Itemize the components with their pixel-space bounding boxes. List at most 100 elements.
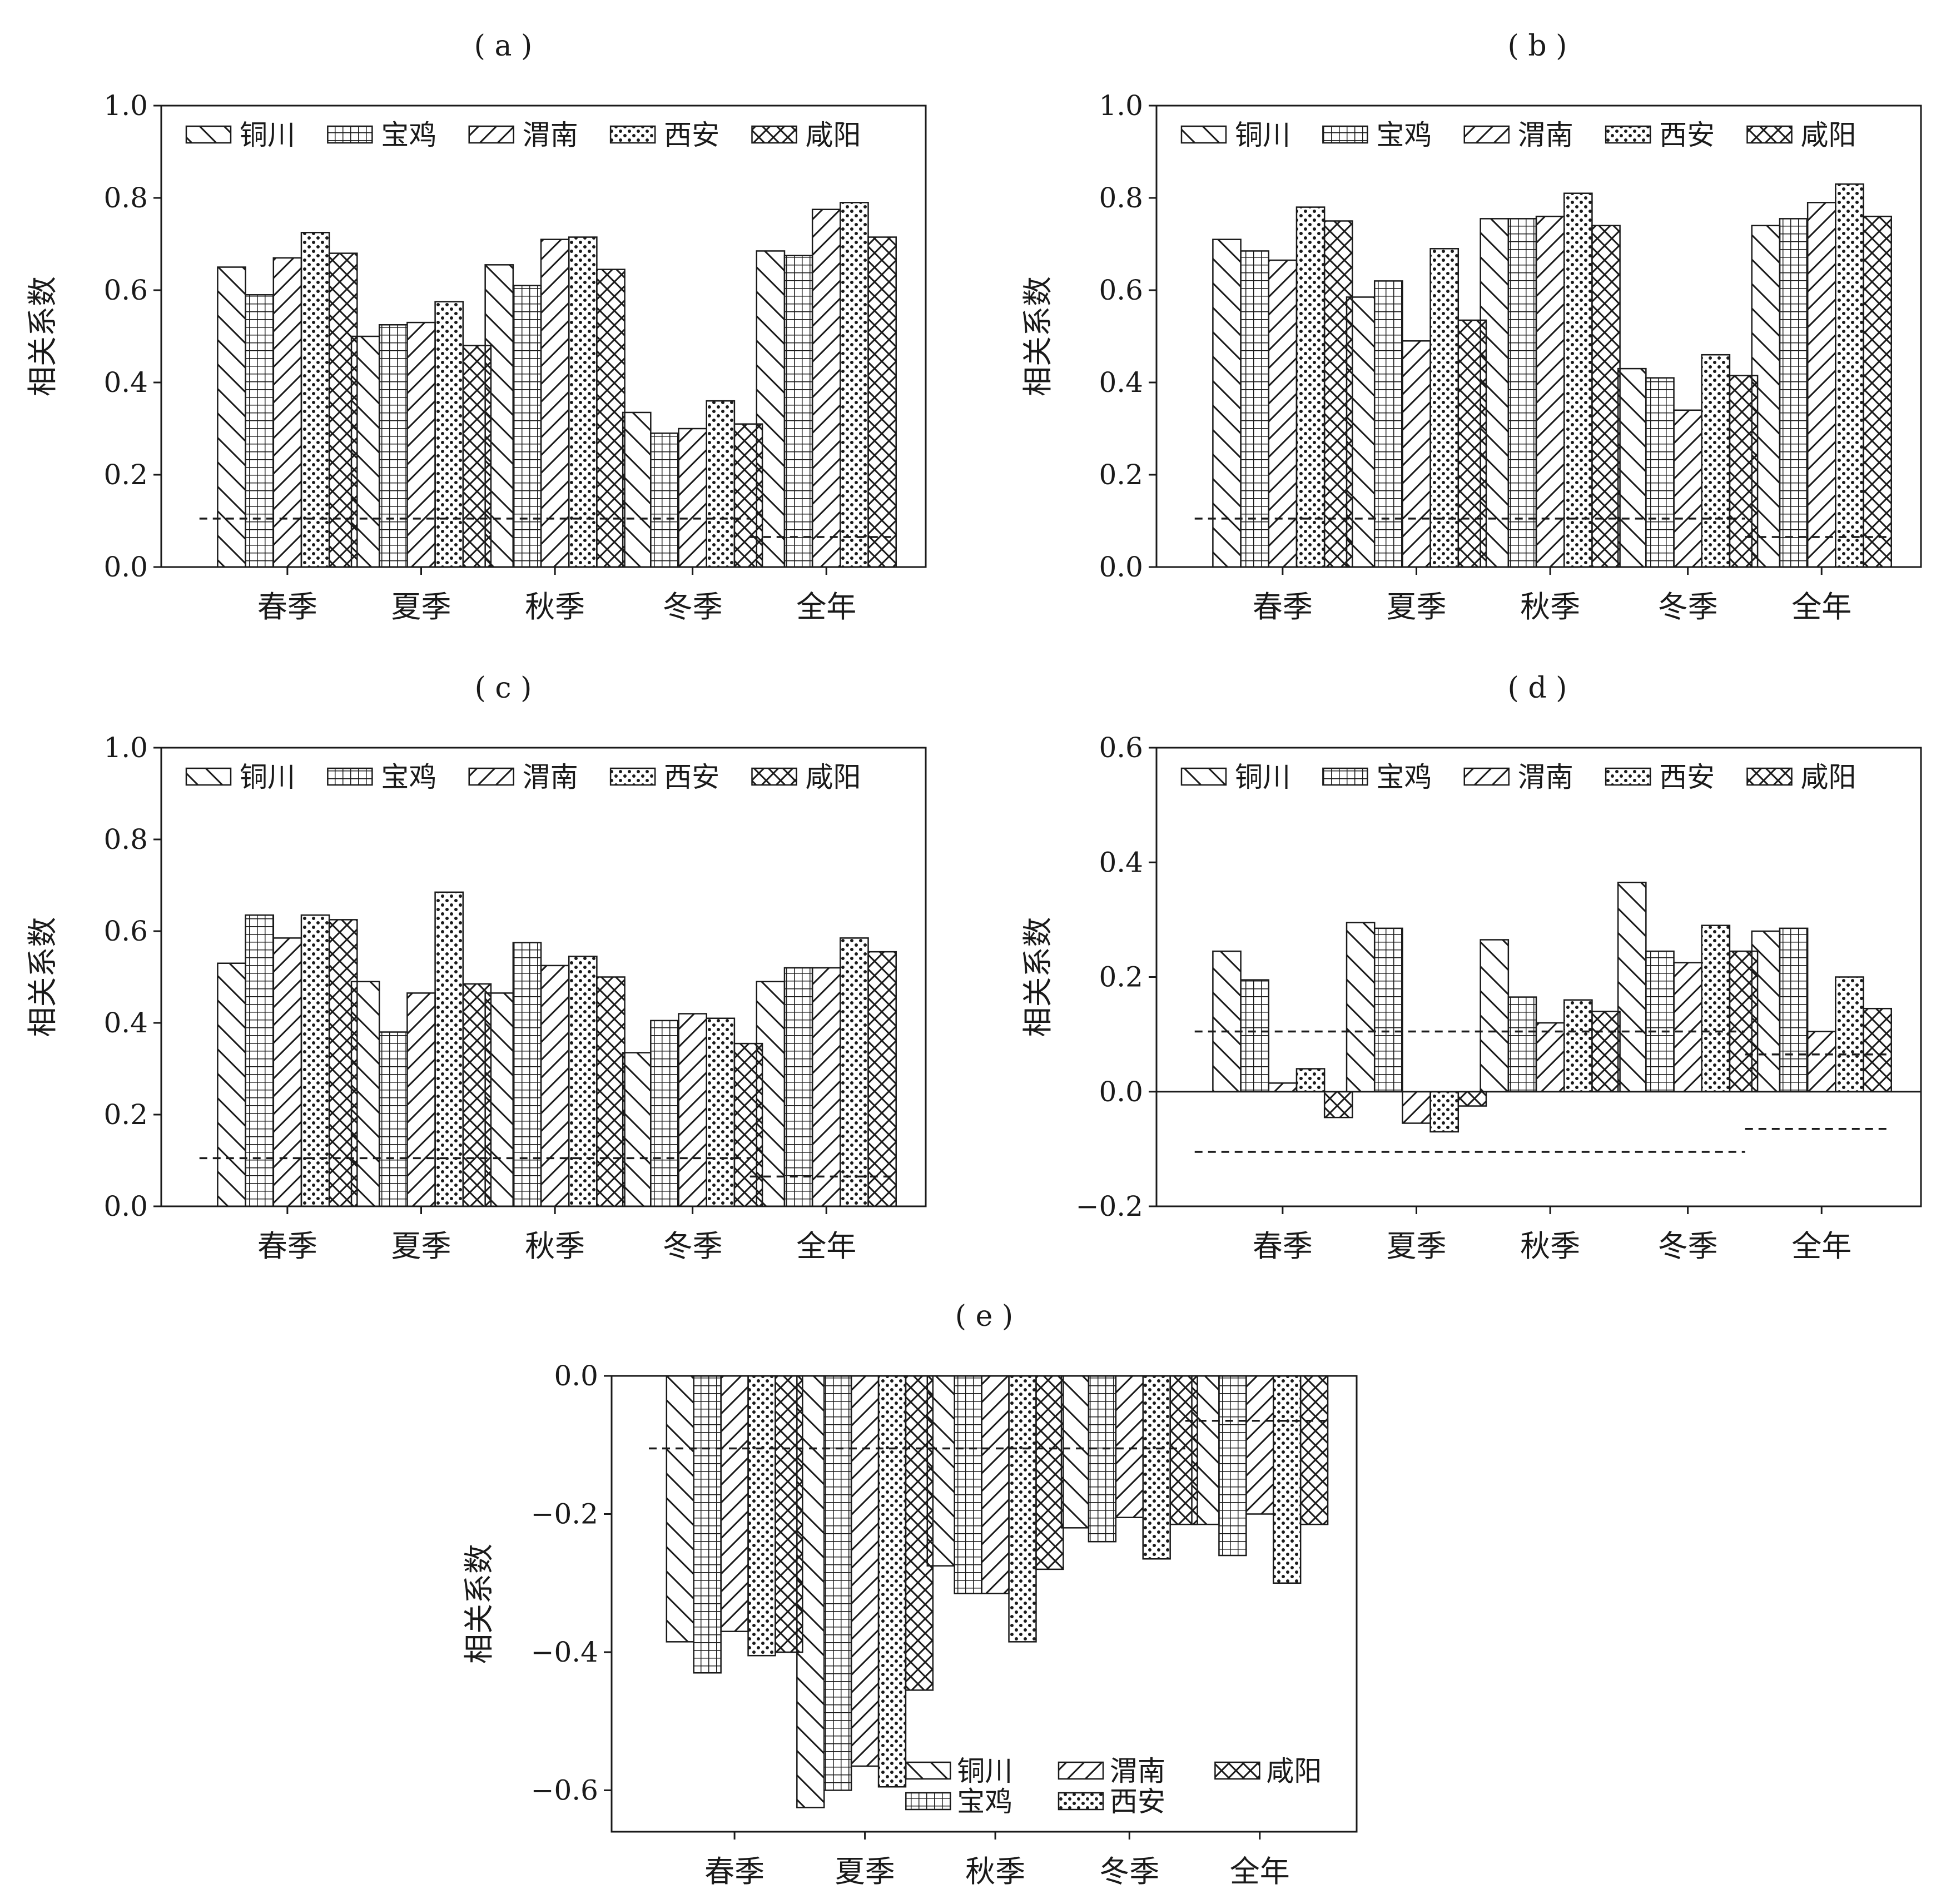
legend-label-xianyang: 咸阳 (1266, 1755, 1322, 1787)
bar-xianyang-a (867, 236, 897, 568)
bar-xianyang-e (1035, 1375, 1064, 1570)
y-tick-label: 0.8 (103, 182, 148, 214)
bar-tongchuan-e (1191, 1375, 1220, 1525)
legend-swatch-xianyang (751, 125, 797, 144)
panel-label: ( c ) (475, 672, 532, 705)
legend-label-tongchuan: 铜川 (957, 1755, 1012, 1787)
bar-baoji-b (1240, 250, 1270, 568)
legend: 铜川宝鸡渭南西安咸阳 (185, 119, 861, 151)
bar-baoji-c (650, 1020, 679, 1207)
bar-baoji-d (1779, 927, 1809, 1092)
bar-weinan-d (1402, 1091, 1431, 1124)
legend-label-tongchuan: 铜川 (240, 119, 295, 151)
bar-xianyang-a (596, 269, 626, 568)
legend: 铜川宝鸡渭南西安咸阳 (1180, 119, 1856, 151)
bar-baoji-d (1645, 950, 1675, 1092)
category-label: 秋季 (525, 589, 585, 624)
legend-swatch-weinan (1463, 125, 1510, 144)
legend-label-baoji: 宝鸡 (381, 119, 436, 151)
bar-tongchuan-e (926, 1375, 955, 1567)
bar-baoji-e (1218, 1375, 1247, 1557)
category-label: 春季 (1253, 1229, 1313, 1264)
bar-baoji-c (512, 942, 542, 1207)
legend-label-weinan: 渭南 (523, 761, 578, 793)
category-label: 秋季 (965, 1854, 1025, 1889)
bar-tongchuan-b (1346, 296, 1376, 568)
bar-xian-d (1835, 976, 1864, 1092)
legend-swatch-xianyang (1746, 125, 1793, 144)
bar-xian-b (1563, 192, 1593, 568)
category-label: 秋季 (1520, 1229, 1580, 1264)
bar-weinan-e (1245, 1375, 1274, 1515)
bar-baoji-d (1507, 996, 1537, 1092)
bar-tongchuan-a (217, 266, 246, 568)
category-label: 全年 (796, 589, 856, 624)
bar-tongchuan-c (350, 981, 380, 1207)
bar-baoji-b (1645, 377, 1675, 568)
bar-xianyang-c (867, 951, 897, 1207)
y-axis-title: 相关系数 (461, 1544, 497, 1664)
bar-weinan-a (406, 321, 436, 568)
y-tick-label: 0.8 (103, 823, 148, 856)
legend-swatch-xianyang (1214, 1761, 1260, 1780)
bar-baoji-a (245, 294, 275, 568)
bar-baoji-e (823, 1375, 852, 1791)
bar-xian-d (1429, 1091, 1460, 1133)
bar-weinan-c (678, 1013, 707, 1207)
legend-swatch-xian (1605, 767, 1651, 786)
legend-label-xian: 西安 (1659, 119, 1715, 151)
panel-label: ( a ) (474, 29, 533, 63)
bar-tongchuan-b (1480, 218, 1510, 568)
y-tick-label: 0.6 (103, 915, 148, 947)
y-tick-label: 0.6 (1099, 274, 1143, 306)
bar-weinan-d (1535, 1022, 1565, 1092)
category-label: 全年 (1791, 589, 1851, 624)
legend-label-xian: 西安 (664, 761, 719, 793)
bar-xian-c (840, 937, 869, 1207)
y-axis-title: 相关系数 (1020, 917, 1055, 1037)
y-tick-label: 0.2 (103, 1098, 148, 1131)
panel-label: ( e ) (955, 1300, 1013, 1333)
bar-xian-b (1835, 183, 1864, 568)
bar-weinan-b (1268, 259, 1298, 568)
bar-weinan-e (720, 1375, 749, 1632)
bar-weinan-a (678, 427, 707, 568)
legend-swatch-tongchuan (905, 1761, 951, 1780)
y-tick-label: −0.2 (1076, 1190, 1143, 1222)
bar-weinan-b (1535, 215, 1565, 568)
bar-xianyang-c (596, 976, 626, 1207)
category-label: 冬季 (1658, 1229, 1718, 1264)
panel-d: ( d ) 相关系数 −0.2 0.0 0.2 0.4 0.6 春季 夏季 秋季 冬季 全年 铜川 宝鸡 渭… (1020, 672, 1922, 1264)
bar-xian-e (747, 1375, 776, 1657)
legend-swatch-xian (1605, 125, 1651, 144)
panel-b: ( b ) 相关系数 0.0 0.2 0.4 0.6 0.8 1.0 春季 夏季 秋季 冬季 全年 铜川 宝… (1020, 29, 1922, 624)
bar-baoji-b (1779, 218, 1809, 568)
bar-baoji-d (1373, 927, 1403, 1092)
category-label: 夏季 (835, 1854, 895, 1889)
legend-label-xianyang: 咸阳 (1801, 761, 1856, 793)
bar-xian-a (300, 232, 330, 568)
legend-label-tongchuan: 铜川 (1235, 761, 1290, 793)
category-label: 夏季 (391, 1229, 451, 1264)
bar-xian-d (1295, 1068, 1326, 1092)
bar-weinan-e (1115, 1375, 1144, 1518)
category-label: 秋季 (1520, 589, 1580, 624)
bar-tongchuan-d (1212, 950, 1242, 1092)
bar-xian-c (434, 891, 464, 1207)
bar-xianyang-b (1591, 225, 1621, 568)
bar-baoji-e (693, 1375, 722, 1674)
bar-xianyang-b (1863, 215, 1892, 568)
plot-frame (160, 105, 927, 568)
legend-swatch-xian (1058, 1792, 1104, 1811)
bar-tongchuan-c (756, 981, 786, 1207)
y-tick-label: 0.8 (1099, 182, 1143, 214)
category-label: 夏季 (391, 589, 451, 624)
y-axis-title: 相关系数 (25, 276, 60, 396)
bar-weinan-c (540, 965, 570, 1207)
y-tick-label: 0.2 (103, 459, 148, 491)
bar-xianyang-e (1299, 1375, 1329, 1525)
legend-swatch-tongchuan (1180, 767, 1227, 786)
bar-weinan-d (1673, 962, 1702, 1092)
bar-baoji-a (512, 285, 542, 568)
